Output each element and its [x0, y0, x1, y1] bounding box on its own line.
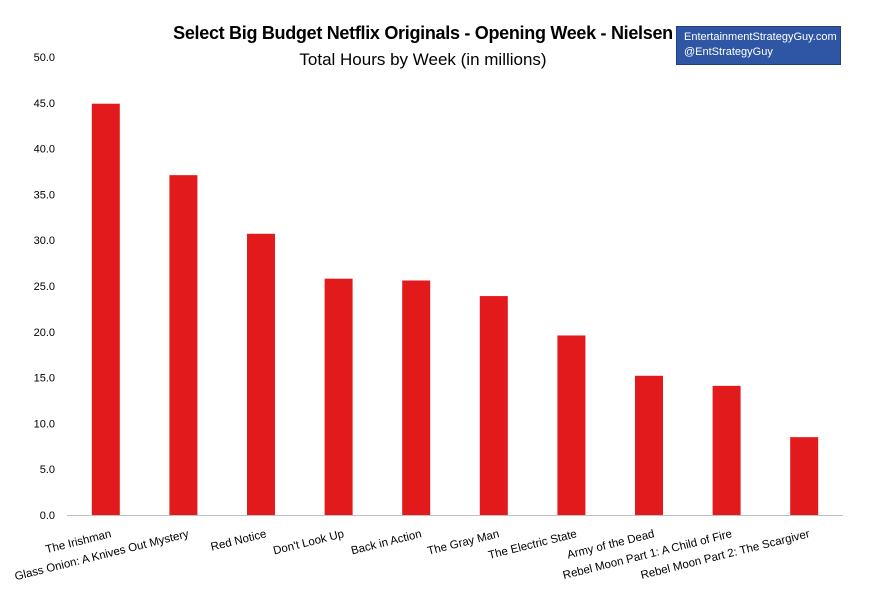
bar	[790, 437, 819, 515]
y-tick-label: 40.0	[34, 144, 55, 156]
bar	[169, 175, 198, 515]
y-tick-label: 0.0	[40, 510, 55, 522]
credit-handle: @EntStrategyGuy	[684, 46, 773, 58]
x-tick-label: Don't Look Up	[272, 528, 345, 557]
y-tick-label: 10.0	[34, 418, 55, 430]
y-tick-label: 45.0	[34, 98, 55, 110]
bar	[91, 103, 120, 515]
bar	[635, 375, 663, 515]
bar	[402, 280, 431, 515]
credit-website: EntertainmentStrategyGuy.com	[684, 31, 837, 43]
y-tick-label: 20.0	[34, 327, 55, 339]
chart-subtitle: Total Hours by Week (in millions)	[299, 50, 546, 69]
y-tick-label: 15.0	[34, 373, 55, 385]
credit-box: EntertainmentStrategyGuy.com @EntStrateg…	[676, 26, 841, 65]
bar	[324, 278, 353, 515]
y-tick-label: 25.0	[34, 281, 55, 293]
y-axis: 0.0 5.0 10.0 15.0 20.0 25.0 30.0 35.0 40.0 45.0 50…	[34, 52, 55, 522]
bar	[247, 233, 275, 515]
bar	[712, 385, 741, 515]
bar	[479, 296, 508, 515]
bars	[91, 103, 819, 515]
y-tick-label: 30.0	[34, 235, 55, 247]
x-tick-label: Red Notice	[210, 528, 268, 553]
x-tick-label: Back in Action	[350, 528, 423, 557]
y-tick-label: 50.0	[34, 52, 55, 64]
y-tick-label: 5.0	[40, 464, 55, 476]
bar	[557, 335, 586, 515]
y-tick-label: 35.0	[34, 189, 55, 201]
x-tick-label: The Electric State	[487, 528, 578, 562]
chart-title: Select Big Budget Netflix Originals - Op…	[173, 23, 673, 43]
